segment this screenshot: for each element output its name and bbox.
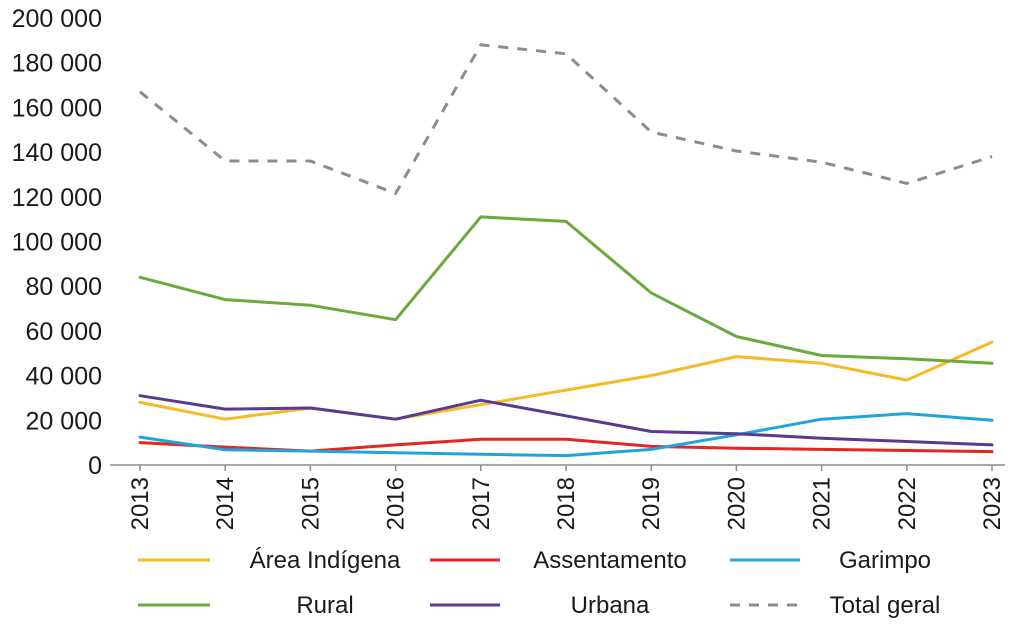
y-tick-label: 140 000 [12, 139, 102, 167]
legend-label: Assentamento [533, 547, 686, 574]
y-tick-label: 0 [88, 452, 102, 480]
series-line-total-geral [139, 43, 993, 195]
legend-item: Urbana [430, 592, 650, 619]
y-tick-label: 80 000 [26, 273, 102, 301]
legend-label: Rural [296, 592, 353, 619]
y-tick-label: 40 000 [26, 363, 102, 391]
series-line-garimpo [138, 412, 994, 458]
x-tick-label: 2014 [212, 477, 239, 530]
x-tick-label: 2018 [553, 477, 580, 530]
x-tick-label: 2016 [383, 477, 410, 530]
axes: 0 20 000 40 000 60 000 80 000 100 000 120 000 1… [12, 5, 1006, 530]
legend-label: Garimpo [839, 547, 931, 574]
x-tick-label: 2023 [979, 477, 1006, 530]
x-tick-label: 2015 [297, 477, 324, 530]
legend-label: Área Indígena [250, 547, 401, 574]
legend-item: Área Indígena [138, 547, 401, 574]
y-tick-label: 180 000 [12, 50, 102, 78]
series-line-rural [138, 215, 994, 365]
y-tick-label: 100 000 [12, 229, 102, 257]
y-tick-label: 20 000 [26, 407, 102, 435]
legend-item: Assentamento [430, 547, 687, 574]
x-tick-label: 2017 [468, 477, 495, 530]
legend-label: Urbana [571, 592, 650, 619]
series-line-urbana [138, 394, 994, 447]
legend-item: Garimpo [730, 547, 931, 574]
legend-item: Rural [138, 592, 354, 619]
y-tick-label: 160 000 [12, 94, 102, 122]
x-tick-label: 2020 [723, 477, 750, 530]
legend: Área Indígena Assentamento Garimpo Rural Urb… [138, 547, 940, 619]
series-lines [138, 43, 994, 458]
legend-label: Total geral [830, 592, 941, 619]
legend-item: Total geral [730, 592, 940, 619]
x-tick-label: 2022 [894, 477, 921, 530]
series-line--rea-ind-gena [138, 340, 994, 421]
y-tick-label: 60 000 [26, 318, 102, 346]
x-tick-label: 2019 [638, 477, 665, 530]
y-tick-label: 120 000 [12, 184, 102, 212]
y-tick-label: 200 000 [12, 5, 102, 33]
x-tick-label: 2013 [127, 477, 154, 530]
x-tick-label: 2021 [809, 477, 836, 530]
